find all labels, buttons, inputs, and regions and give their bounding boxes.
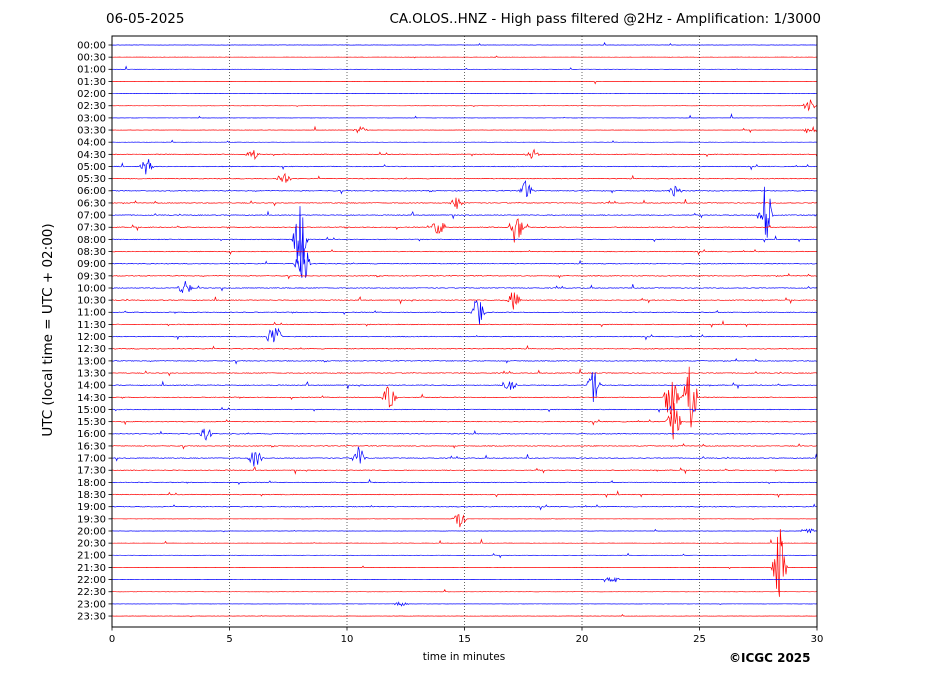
grid-lines bbox=[229, 36, 700, 627]
y-tick-label: 03:00 bbox=[77, 113, 106, 124]
y-tick-label: 10:30 bbox=[77, 296, 106, 307]
y-tick-label: 17:00 bbox=[77, 454, 106, 465]
y-axis-label: UTC (local time = UTC + 02:00) bbox=[40, 223, 56, 437]
y-tick-label: 04:00 bbox=[77, 138, 106, 149]
y-tick-label: 12:30 bbox=[77, 344, 106, 355]
y-tick-label: 23:30 bbox=[77, 611, 106, 622]
y-tick-label: 09:00 bbox=[77, 259, 106, 270]
y-tick-label: 07:00 bbox=[77, 211, 106, 222]
y-tick-label: 01:00 bbox=[77, 65, 106, 76]
plot-frame bbox=[111, 35, 818, 628]
y-tick-label: 21:00 bbox=[77, 551, 106, 562]
x-tick-label: 5 bbox=[226, 634, 232, 645]
y-tick-label: 15:30 bbox=[77, 417, 106, 428]
y-tick-label: 04:30 bbox=[77, 150, 106, 161]
y-tick-label: 18:00 bbox=[77, 478, 106, 489]
y-tick-label: 10:00 bbox=[77, 283, 106, 294]
y-tick-label: 11:30 bbox=[77, 320, 106, 331]
y-tick-label: 22:30 bbox=[77, 587, 106, 598]
y-tick-label: 19:00 bbox=[77, 502, 106, 513]
y-tick-label: 13:00 bbox=[77, 356, 106, 367]
x-tick-label: 0 bbox=[109, 634, 115, 645]
trace-row-2130 bbox=[112, 529, 817, 597]
y-tick-label: 07:30 bbox=[77, 223, 106, 234]
x-tick-label: 20 bbox=[576, 634, 589, 645]
trace-group bbox=[112, 41, 817, 618]
trace-row-2300 bbox=[112, 601, 817, 607]
trace-row-0500 bbox=[112, 159, 817, 175]
y-tick-label: 12:00 bbox=[77, 332, 106, 343]
trace-row-1600 bbox=[112, 428, 817, 441]
trace-row-0400 bbox=[112, 139, 817, 143]
trace-row-0530 bbox=[112, 172, 817, 183]
y-tick-label: 20:30 bbox=[77, 539, 106, 550]
x-tick-label: 25 bbox=[693, 634, 706, 645]
y-tick-label: 02:30 bbox=[77, 101, 106, 112]
trace-row-0000 bbox=[112, 41, 817, 46]
y-tick-label: 00:00 bbox=[77, 40, 106, 51]
copyright-label: ©ICGC 2025 bbox=[729, 651, 811, 665]
trace-row-0700 bbox=[112, 186, 817, 238]
x-tick-label: 15 bbox=[458, 634, 471, 645]
trace-row-0430 bbox=[112, 148, 817, 161]
trace-row-1830 bbox=[112, 490, 817, 498]
y-tick-label: 00:30 bbox=[77, 53, 106, 64]
trace-row-0630 bbox=[112, 197, 817, 209]
y-tick-label: 11:00 bbox=[77, 308, 106, 319]
y-tick-label: 05:30 bbox=[77, 174, 106, 185]
chart-title: CA.OLOS..HNZ - High pass filtered @2Hz -… bbox=[389, 11, 821, 27]
y-tick-label: 13:30 bbox=[77, 368, 106, 379]
trace-row-0330 bbox=[112, 125, 817, 134]
y-tick-label: 03:30 bbox=[77, 125, 106, 136]
trace-row-0600 bbox=[112, 179, 817, 197]
trace-row-1300 bbox=[112, 358, 817, 365]
y-tick-label: 23:00 bbox=[77, 599, 106, 610]
x-tick-label: 30 bbox=[811, 634, 824, 645]
y-tick-label: 16:30 bbox=[77, 441, 106, 452]
x-axis: 0 5 10 15 20 25 30 bbox=[109, 627, 824, 645]
y-tick-label: 09:30 bbox=[77, 271, 106, 282]
trace-row-1800 bbox=[112, 478, 817, 486]
trace-row-0830 bbox=[112, 248, 817, 256]
y-tick-label: 06:00 bbox=[77, 186, 106, 197]
trace-row-0800 bbox=[112, 206, 817, 278]
y-tick-label: 14:30 bbox=[77, 393, 106, 404]
x-tick-label: 10 bbox=[341, 634, 354, 645]
y-tick-label: 08:30 bbox=[77, 247, 106, 258]
x-axis-label: time in minutes bbox=[422, 651, 506, 663]
y-tick-label: 05:00 bbox=[77, 162, 106, 173]
y-tick-label: 21:30 bbox=[77, 563, 106, 574]
y-tick-label: 16:00 bbox=[77, 429, 106, 440]
trace-row-1500 bbox=[112, 405, 817, 413]
y-axis: 00:00 00:3001:0001:3002:0002:3003:0003:30… bbox=[77, 40, 112, 622]
y-tick-label: 19:30 bbox=[77, 514, 106, 525]
trace-row-1900 bbox=[112, 503, 817, 511]
chart-date: 06-05-2025 bbox=[106, 11, 185, 27]
y-tick-label: 01:30 bbox=[77, 77, 106, 88]
y-tick-label: 14:00 bbox=[77, 381, 106, 392]
y-tick-label: 17:30 bbox=[77, 466, 106, 477]
y-tick-label: 20:00 bbox=[77, 526, 106, 537]
trace-row-1430 bbox=[112, 366, 817, 428]
y-tick-label: 06:30 bbox=[77, 198, 106, 209]
trace-row-1630 bbox=[112, 443, 817, 450]
y-tick-label: 18:30 bbox=[77, 490, 106, 501]
trace-row-1700 bbox=[112, 446, 817, 467]
y-tick-label: 15:00 bbox=[77, 405, 106, 416]
trace-row-0730 bbox=[112, 218, 817, 243]
trace-row-1530 bbox=[112, 403, 817, 440]
trace-row-1730 bbox=[112, 466, 817, 475]
y-tick-label: 22:00 bbox=[77, 575, 106, 586]
y-tick-label: 08:00 bbox=[77, 235, 106, 246]
y-tick-label: 02:00 bbox=[77, 89, 106, 100]
